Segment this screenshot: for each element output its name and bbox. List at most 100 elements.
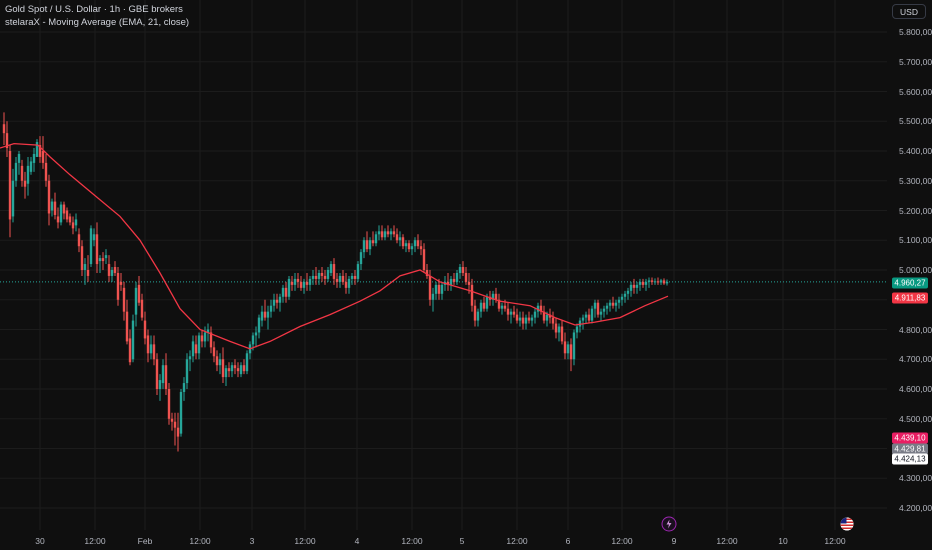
candle-body bbox=[140, 299, 144, 318]
candle bbox=[350, 272, 354, 285]
candle bbox=[650, 277, 654, 285]
candle bbox=[524, 314, 528, 330]
candle bbox=[398, 231, 402, 247]
candle-body bbox=[509, 311, 513, 315]
candle bbox=[563, 332, 567, 360]
candle bbox=[449, 275, 453, 291]
candle-body bbox=[197, 335, 201, 354]
candle bbox=[173, 412, 177, 446]
candle-body bbox=[653, 281, 657, 283]
candle-body bbox=[218, 359, 222, 366]
candle bbox=[377, 225, 381, 241]
candle bbox=[314, 267, 318, 285]
candle bbox=[455, 270, 459, 285]
candle bbox=[323, 270, 327, 285]
candle-body bbox=[194, 344, 198, 354]
candle bbox=[290, 275, 294, 291]
candle-body bbox=[23, 180, 27, 187]
time-axis[interactable]: 30 12:00 Feb 12:00 3 12:00 4 12:00 5 12:00 6 12:00 9… bbox=[0, 530, 887, 550]
candle bbox=[389, 228, 393, 241]
candle bbox=[254, 326, 258, 348]
candle-body bbox=[572, 332, 576, 360]
candle-body bbox=[344, 281, 348, 288]
candle bbox=[266, 305, 270, 330]
time-label: 6 bbox=[565, 536, 571, 546]
candle bbox=[95, 222, 99, 273]
candle-body bbox=[20, 165, 24, 181]
candle bbox=[395, 228, 399, 244]
lightning-icon[interactable] bbox=[661, 516, 677, 532]
candle-body bbox=[158, 380, 162, 389]
candle bbox=[440, 281, 444, 300]
us-flag-icon[interactable] bbox=[840, 517, 854, 531]
candle-body bbox=[626, 290, 630, 294]
candle bbox=[509, 308, 513, 324]
candle-body bbox=[224, 368, 228, 378]
candle-body bbox=[491, 293, 495, 300]
time-label: 3 bbox=[249, 536, 255, 546]
candle bbox=[317, 270, 321, 285]
candle-body bbox=[305, 281, 309, 285]
candle-body bbox=[569, 344, 573, 360]
candle bbox=[542, 305, 546, 324]
candle bbox=[227, 362, 231, 378]
candle-body bbox=[146, 335, 150, 354]
candle-body bbox=[317, 272, 321, 279]
candle-body bbox=[245, 353, 249, 372]
candle bbox=[446, 272, 450, 291]
candle bbox=[335, 272, 339, 288]
candle-body bbox=[425, 270, 429, 276]
candle bbox=[47, 174, 51, 226]
candle bbox=[263, 299, 267, 321]
candle bbox=[26, 156, 30, 196]
time-label: 12:00 bbox=[294, 536, 316, 546]
candle bbox=[413, 237, 417, 253]
candle-body bbox=[65, 210, 69, 220]
candle-body bbox=[644, 281, 648, 285]
candle bbox=[593, 299, 597, 318]
candle bbox=[527, 311, 531, 324]
candle-body bbox=[269, 305, 273, 312]
candle bbox=[386, 225, 390, 238]
time-label: 12:00 bbox=[611, 536, 633, 546]
price-chart[interactable] bbox=[0, 0, 887, 530]
candle bbox=[368, 237, 372, 256]
price-label: 4.700,00 bbox=[899, 354, 932, 365]
candle bbox=[185, 353, 189, 389]
candle-body bbox=[95, 234, 99, 265]
candle-body bbox=[446, 281, 450, 285]
candle-body bbox=[497, 299, 501, 309]
candle-body bbox=[32, 153, 36, 163]
candle bbox=[407, 240, 411, 253]
candle bbox=[557, 323, 561, 342]
candle-body bbox=[26, 165, 30, 184]
candle-body bbox=[452, 278, 456, 282]
price-axis[interactable]: 5.800,00 5.700,00 5.600,00 5.500,00 5.400,00… bbox=[887, 0, 932, 550]
candle-body bbox=[233, 365, 237, 369]
candle bbox=[500, 302, 504, 315]
currency-button[interactable]: USD bbox=[892, 4, 926, 19]
candle bbox=[179, 389, 183, 437]
candle-body bbox=[44, 162, 48, 181]
price-label: 5.500,00 bbox=[899, 116, 932, 127]
candle-body bbox=[71, 222, 75, 229]
candle bbox=[176, 412, 180, 452]
candle bbox=[512, 305, 516, 318]
candle-body bbox=[557, 326, 561, 333]
indicator-legend[interactable]: stelaraX - Moving Average (EMA, 21, clos… bbox=[5, 17, 190, 28]
candle-body bbox=[563, 341, 567, 354]
candle bbox=[197, 332, 201, 360]
candle-body bbox=[332, 264, 336, 279]
candle-body bbox=[11, 180, 15, 217]
candle-body bbox=[527, 317, 531, 321]
candle bbox=[161, 359, 165, 389]
candle-body bbox=[125, 311, 129, 342]
candle bbox=[23, 171, 27, 199]
candle bbox=[605, 302, 609, 315]
candle-body bbox=[383, 231, 387, 238]
candle-body bbox=[386, 231, 390, 235]
candle-body bbox=[149, 344, 153, 354]
candle bbox=[239, 362, 243, 378]
candlestick-series bbox=[2, 112, 669, 452]
candle bbox=[59, 201, 63, 226]
